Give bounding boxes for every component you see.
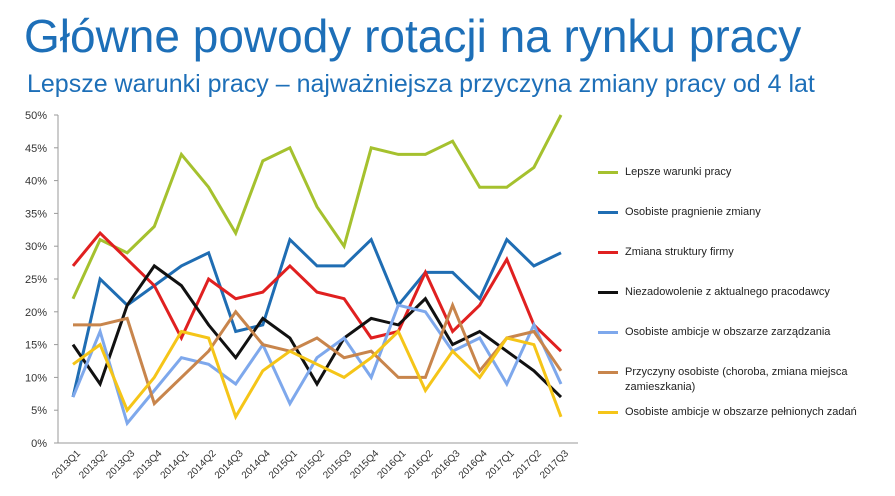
y-tick-label: 45% [25, 143, 47, 155]
legend-item: Lepsze warunki pracy [598, 165, 891, 180]
y-tick-label: 40% [25, 176, 47, 188]
legend-item: Osobiste ambicje w obszarze pełnionych z… [598, 405, 891, 420]
legend-swatch [598, 211, 618, 214]
x-tick-label: 2013Q4 [131, 448, 164, 481]
legend-label: Zmiana struktury firmy [625, 246, 734, 258]
x-tick-label: 2015Q3 [321, 448, 354, 481]
y-tick-label: 0% [31, 438, 47, 450]
series-line-5 [71, 303, 563, 427]
legend-swatch [598, 291, 618, 294]
x-tick-label: 2015Q1 [267, 448, 300, 481]
legend-swatch [598, 171, 618, 174]
x-tick-label: 2014Q3 [213, 448, 246, 481]
series-line-4 [71, 263, 563, 399]
legend-label: Niezadowolenie z aktualnego pracodawcy [625, 286, 830, 298]
legend-swatch [598, 371, 618, 374]
legend-item: Osobiste ambicje w obszarze zarządzania [598, 325, 891, 340]
series-line-7 [72, 328, 563, 421]
chart-legend: Lepsze warunki pracy Osobiste pragnienie … [598, 0, 894, 496]
legend-item: Niezadowolenie z aktualnego pracodawcy [598, 285, 891, 300]
y-tick-label: 25% [25, 274, 47, 286]
legend-label: Przyczyny osobiste (choroba, zmiana miej… [625, 366, 848, 393]
x-tick-label: 2017Q3 [538, 448, 571, 481]
x-tick-label: 2016Q1 [375, 448, 408, 481]
x-tick-label: 2014Q1 [159, 448, 192, 481]
legend-label: Lepsze warunki pracy [625, 166, 732, 178]
y-tick-label: 5% [31, 405, 47, 417]
x-tick-label: 2014Q4 [240, 448, 273, 481]
x-tick-label: 2017Q2 [511, 448, 544, 481]
y-tick-label: 15% [25, 340, 47, 352]
y-tick-label: 30% [25, 241, 47, 253]
legend-swatch [598, 411, 618, 414]
x-tick-label: 2015Q4 [348, 448, 381, 481]
x-tick-label: 2013Q3 [104, 448, 137, 481]
legend-item: Osobiste pragnienie zmiany [598, 205, 891, 220]
legend-label: Osobiste ambicje w obszarze zarządzania [625, 326, 831, 338]
legend-label: Osobiste ambicje w obszarze pełnionych z… [625, 406, 857, 418]
legend-item: Zmiana struktury firmy [598, 245, 891, 260]
y-tick-label: 20% [25, 307, 47, 319]
x-tick-label: 2017Q1 [484, 448, 517, 481]
x-tick-label: 2013Q2 [77, 448, 110, 481]
page-title: Główne powody rotacji na rynku pracy [24, 10, 802, 62]
y-tick-label: 35% [25, 208, 47, 220]
x-tick-label: 2016Q2 [403, 448, 436, 481]
x-tick-label: 2014Q2 [186, 448, 219, 481]
legend-item: Przyczyny osobiste (choroba, zmiana miej… [598, 365, 891, 395]
legend-label: Osobiste pragnienie zmiany [625, 206, 761, 218]
legend-swatch [598, 331, 618, 334]
series-line-3 [71, 230, 563, 353]
page-subtitle: Lepsze warunki pracy – najważniejsza prz… [27, 70, 815, 98]
series-line-6 [73, 301, 563, 407]
legend-swatch [598, 251, 618, 254]
x-tick-label: 2016Q4 [457, 448, 490, 481]
y-tick-label: 10% [25, 372, 47, 384]
series-line-1 [71, 114, 563, 300]
x-tick-label: 2015Q2 [294, 448, 327, 481]
y-tick-label: 50% [25, 110, 47, 122]
x-tick-label: 2016Q3 [430, 448, 463, 481]
x-tick-label: 2013Q1 [50, 448, 83, 481]
